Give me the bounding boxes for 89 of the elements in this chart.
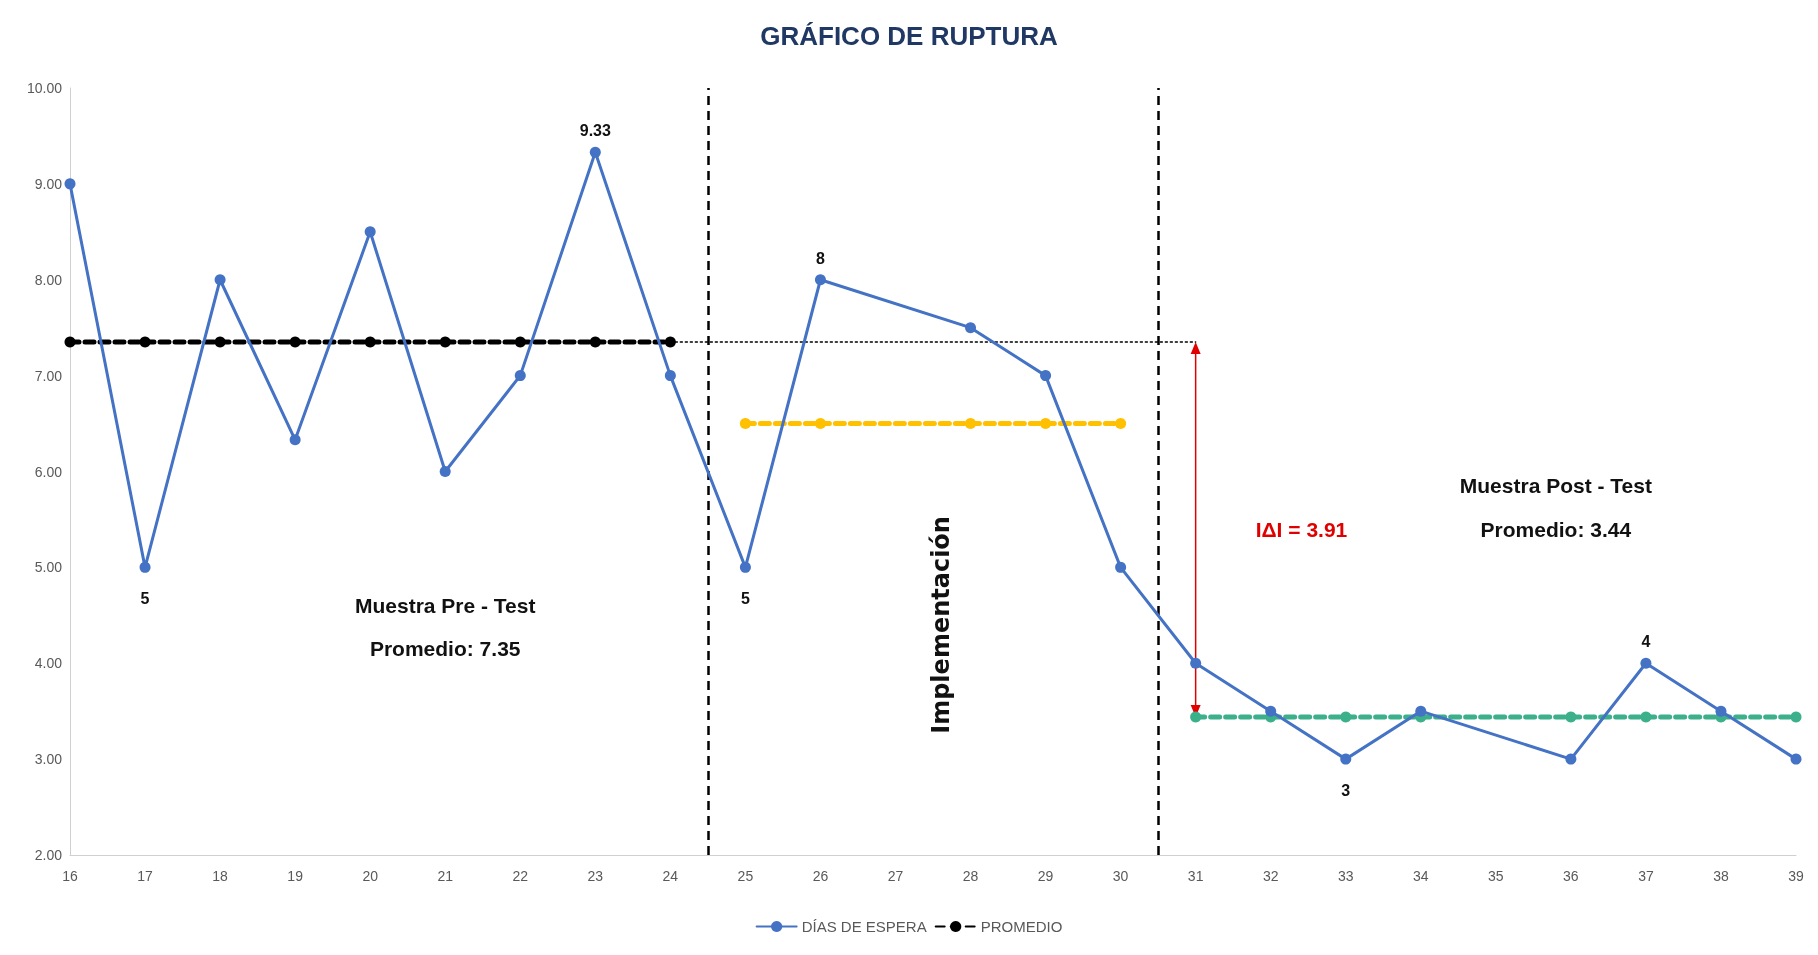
point	[1565, 711, 1577, 723]
legend-label: DÍAS DE ESPERA	[801, 918, 927, 935]
x-tick-label: 32	[1262, 868, 1279, 884]
point	[1565, 753, 1577, 765]
annotation: Promedio: 7.35	[369, 637, 521, 661]
x-tick-label: 25	[737, 868, 754, 884]
point	[1115, 561, 1127, 573]
y-tick-label: 8.00	[34, 271, 63, 288]
point	[439, 336, 451, 348]
point	[1415, 705, 1427, 717]
x-tick-label: 39	[1788, 868, 1804, 884]
x-tick-label: 21	[437, 868, 454, 884]
point	[214, 274, 226, 286]
data-label: 4	[1641, 633, 1651, 651]
x-tick-label: 38	[1713, 868, 1729, 884]
point	[439, 466, 451, 477]
annotation: Muestra Pre - Test	[354, 594, 536, 618]
x-tick-label: 19	[287, 868, 304, 884]
x-tick-label: 22	[512, 868, 529, 884]
x-tick-label: 30	[1112, 868, 1129, 884]
point	[514, 370, 526, 382]
y-tick-label: 4.00	[34, 655, 63, 672]
data-label: 8	[815, 249, 825, 267]
point	[1040, 418, 1052, 430]
legend-label: PROMEDIO	[980, 918, 1063, 935]
point	[64, 336, 76, 348]
point	[1640, 657, 1652, 669]
x-tick-label: 27	[887, 868, 904, 884]
x-tick-label: 16	[62, 868, 78, 884]
y-tick-label: 3.00	[34, 751, 63, 768]
y-tick-label: 2.00	[34, 847, 63, 863]
point	[1340, 753, 1352, 765]
x-tick-label: 17	[137, 868, 154, 884]
point	[514, 336, 526, 348]
point	[739, 418, 751, 430]
y-tick-label: 10.00	[26, 80, 63, 96]
x-tick-label: 36	[1563, 868, 1579, 884]
point	[589, 146, 601, 158]
data-label: 5	[740, 590, 750, 608]
y-tick-label: 6.00	[34, 463, 63, 480]
point	[64, 178, 76, 190]
point	[289, 336, 301, 348]
annotation: Promedio: 3.44	[1480, 517, 1632, 541]
annotation: Implementación	[926, 516, 955, 734]
x-tick-label: 31	[1187, 868, 1204, 884]
point	[814, 274, 826, 286]
x-tick-label: 34	[1412, 868, 1429, 884]
point	[289, 434, 301, 446]
point	[664, 336, 676, 348]
x-tick-label: 23	[587, 868, 604, 884]
x-tick-label: 35	[1488, 868, 1504, 884]
point	[1190, 657, 1202, 669]
data-label: 9.33	[579, 122, 611, 140]
data-label: 3	[1341, 782, 1351, 800]
annotation: Muestra Post - Test	[1459, 474, 1652, 498]
point	[1265, 705, 1277, 717]
point	[1115, 418, 1127, 430]
y-tick-label: 9.00	[34, 175, 63, 192]
x-tick-label: 18	[212, 868, 229, 884]
point	[1190, 711, 1202, 723]
x-tick-label: 26	[812, 868, 829, 884]
x-tick-label: 24	[662, 868, 679, 884]
point	[364, 226, 376, 238]
point	[589, 336, 601, 348]
point	[139, 336, 151, 348]
point	[1340, 711, 1352, 723]
y-tick-label: 7.00	[34, 367, 63, 384]
x-tick-label: 29	[1037, 868, 1054, 884]
point	[1790, 711, 1802, 723]
point	[214, 336, 226, 348]
point	[1715, 705, 1727, 717]
point	[1640, 711, 1652, 723]
y-tick-label: 5.00	[34, 559, 63, 576]
x-tick-label: 20	[362, 868, 379, 884]
point	[664, 370, 676, 382]
point	[1040, 370, 1052, 382]
point	[814, 418, 826, 430]
x-tick-label: 28	[962, 868, 979, 884]
annotation: IΔI = 3.91	[1255, 517, 1348, 541]
point	[965, 322, 977, 334]
data-label: 5	[140, 590, 150, 608]
chart-title: GRÁFICO DE RUPTURA	[760, 21, 1058, 51]
point	[739, 561, 751, 573]
point	[139, 561, 151, 573]
point	[965, 418, 977, 430]
x-tick-label: 33	[1337, 868, 1354, 884]
point	[1790, 753, 1802, 765]
x-tick-label: 37	[1638, 868, 1654, 884]
point	[364, 336, 376, 348]
